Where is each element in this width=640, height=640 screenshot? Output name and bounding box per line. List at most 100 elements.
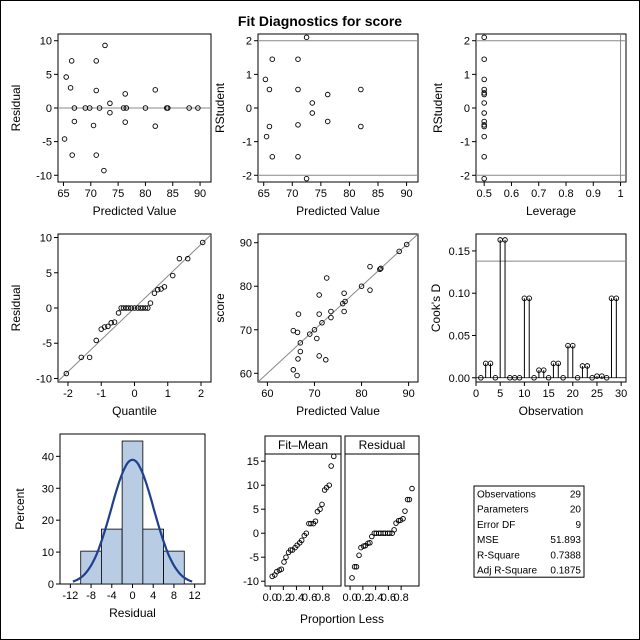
rf_spread-xtick-label: 0.4 [368,592,383,604]
rf_spread-xtick-label: 0.8 [315,592,330,604]
qq_resid-data-point [147,300,154,306]
qq_resid-data-point [78,354,85,361]
rstudent_vs_pred-data-point [309,110,316,116]
resid_vs_pred-data-point [67,85,74,91]
resid_vs_pred-ytick-label: -5 [42,137,52,149]
resid_vs_pred-data-point [71,118,78,125]
cooks_d-data-point [478,375,484,381]
resid_vs_pred-xtick-label: 85 [167,188,179,200]
rf_spread-data-point [312,518,319,524]
resid_vs_pred-data-point [107,109,113,116]
rstudent_vs_leverage-panel: 0.5 0.6 0.7 0.8 0.9 1 -2 -1 0 1 2 Leverage RStudent [431,33,627,218]
cooks_d-xtick-label: 0 [473,388,479,400]
rf_spread-data-point [308,520,314,527]
rf_spread-ytick-label: 10 [247,480,259,492]
rstudent_vs_pred-data-point [269,56,276,62]
rf_spread-data-point [391,527,397,533]
cooks_d-panel: 0 5 10 15 20 25 30 0.00 0.05 0.10 0.15 Observation C… [429,233,627,418]
score_vs_pred-data-point [341,308,347,315]
resid_vs_pred-yaxis-label: Residual [9,85,23,132]
resid_vs_pred-data-point [152,123,159,129]
rf_spread-data-point [356,552,362,559]
fit-statistics-table: Observations 29 Parameters 20 Error DF 9 MSE 51… [473,485,585,578]
rf_spread-plot-frame [344,453,420,587]
rstudent_vs_pred-xtick-label: 90 [400,188,412,200]
resid_hist-xtick-label: 12 [189,590,201,602]
rf_spread-data-point [331,453,337,460]
score_vs_pred-data-point [319,320,325,326]
rstudent_vs_pred-data-point [309,100,316,106]
rf_spread-panel-title: Residual [359,438,406,452]
rf_spread-ytick-label: -10 [243,576,259,588]
rstudent_vs_leverage-xtick-label: 0.6 [504,188,519,200]
cooks_d-yaxis-label: Cook's D [429,284,443,333]
resid_vs_pred-ytick-label: 5 [46,69,52,81]
cooks_d-data-point [589,375,595,381]
score_vs_pred-xtick-label: 90 [402,388,414,400]
score_vs_pred-data-point [297,340,304,346]
score_vs_pred-data-point [297,348,304,355]
rstudent_vs_pred-data-point [295,154,301,160]
score_vs_pred-xtick-label: 60 [261,388,273,400]
rstudent_vs_pred-data-point [295,86,301,93]
rf_spread-xtick-label: 0.0 [342,592,357,604]
figure-title: Fit Diagnostics for score [238,13,402,29]
qq_resid-data-point [151,290,158,296]
score_vs_pred-data-point [307,331,313,337]
rstudent_vs_pred-ytick-label: 1 [246,69,252,81]
cooks_d-xtick-label: 15 [542,388,554,400]
rf_spread-data-point [353,564,360,570]
resid_vs_pred-data-point [93,152,99,158]
resid_vs_pred-panel: 65 70 75 80 85 90 -10 -5 0 5 10 Predicted Value Resi… [9,33,212,218]
qq_resid-data-point [93,337,99,344]
resid_vs_pred-data-point [186,105,192,111]
qq_resid-xtick-label: -1 [96,388,106,400]
rstudent_vs_pred-data-point [295,56,301,62]
fit-stat-value: 0.1875 [550,566,581,577]
score_vs_pred-data-point [323,275,330,281]
fit-stat-value: 0.7388 [550,550,581,561]
fit-stat-label: R-Square [477,550,520,561]
score_vs_pred-data-point [328,308,334,315]
rstudent_vs_leverage-ytick-label: -1 [460,137,470,149]
score_vs_pred-data-point [396,248,402,255]
rf_spread-data-point [269,573,275,580]
rf_spread-data-point [409,485,415,492]
cooks_d-data-point [540,367,547,373]
resid_vs_pred-data-point [71,105,78,111]
resid_vs_pred-xtick-label: 70 [85,188,97,200]
score_vs_pred-ytick-label: 80 [240,281,252,293]
qq_resid-ytick-label: 5 [46,268,52,280]
resid_hist-ytick-label: 20 [42,515,54,527]
rf_spread-ytick-label: 15 [247,456,259,468]
qq_resid-data-point [142,305,149,311]
resid_vs_pred-data-point [122,119,128,125]
rstudent_vs_leverage-data-point [481,175,487,182]
rstudent_vs_pred-xaxis-label: Predicted Value [296,204,380,218]
rf_spread-data-point [386,530,393,536]
cooks_d-xtick-label: 5 [497,388,503,400]
qq_resid-data-point [105,323,111,330]
rstudent_vs_pred-ytick-label: 0 [246,103,252,115]
cooks_d-data-point [545,375,552,381]
qq_resid-data-point [125,305,132,311]
resid_vs_pred-data-point [63,74,69,80]
rstudent_vs_pred-data-point [324,91,331,98]
rf_spread-xtick-label: 0.2 [355,592,370,604]
cooks_d-data-point [603,375,610,381]
qq_resid-xtick-label: 2 [198,388,204,400]
score_vs_pred-xaxis-label: Predicted Value [296,404,380,418]
cooks_d-ytick-label: 0.05 [449,330,470,342]
resid_vs_pred-xtick-label: 65 [57,188,69,200]
rstudent_vs_pred-xtick-label: 70 [286,188,298,200]
rf_spread-data-point [317,506,323,512]
resid_vs_pred-data-point [93,58,99,64]
rstudent_vs_pred-data-point [324,118,331,125]
cooks_d-xaxis-label: Observation [519,404,584,418]
rstudent_vs_leverage-ytick-label: 0 [464,103,470,115]
resid_vs_pred-data-point [96,105,103,111]
resid_vs_pred-data-point [152,87,159,93]
score_vs_pred-data-point [367,263,373,270]
rstudent_vs_pred-xtick-label: 85 [372,188,384,200]
